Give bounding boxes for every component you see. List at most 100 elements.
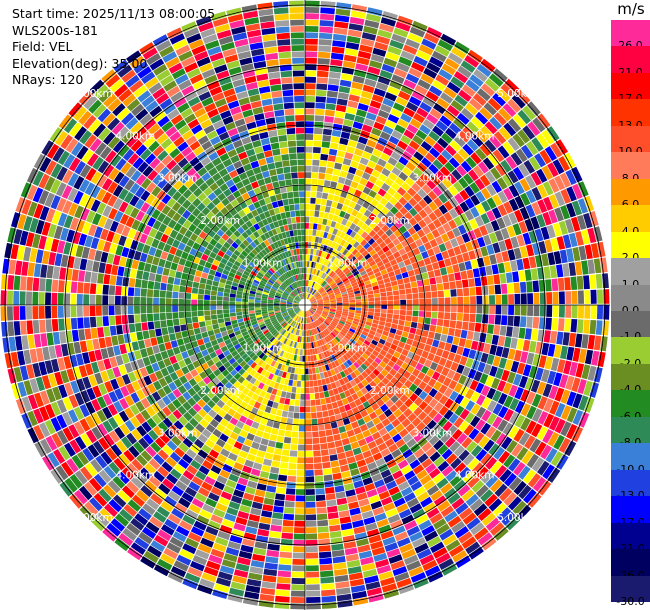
range-bin [415,129,428,140]
range-bin [529,438,542,453]
range-bin [140,556,156,569]
range-bin [566,423,578,440]
range-bin [177,102,190,114]
range-bin [316,270,321,276]
range-bin [281,83,293,91]
range-bin [156,69,171,82]
range-bin [284,258,289,265]
range-bin [321,404,328,411]
range-bin [233,221,241,230]
range-bin [297,255,301,262]
range-bin [263,497,275,506]
range-bin [302,355,305,362]
range-bin [357,228,365,236]
range-bin [201,572,217,583]
range-bin [262,315,269,319]
range-bin [261,376,268,384]
range-bin [127,287,135,296]
range-bin [241,331,249,337]
range-bin [316,83,328,91]
range-bin [380,530,394,540]
range-bin [209,364,218,372]
range-bin [316,500,327,508]
range-bin [32,233,41,249]
range-bin [294,367,299,374]
range-bin [98,437,110,451]
range-bin [231,528,245,538]
range-bin [305,508,316,515]
range-bin [169,371,179,381]
range-bin [8,259,17,275]
range-bin [359,177,368,186]
range-bin [112,233,121,245]
range-bin [531,423,543,438]
range-bin [333,433,341,441]
range-bin [340,522,353,531]
range-bin [201,207,211,216]
range-bin [247,480,258,489]
range-bin [399,403,408,413]
range-bin [364,166,374,175]
range-bin [260,137,270,146]
range-bin [253,372,260,380]
range-bin [25,232,35,247]
range-bin [153,305,160,313]
range-bin [371,323,379,329]
range-bin [232,426,242,435]
range-bin [317,326,322,332]
range-bin [516,89,531,105]
range-bin [259,282,266,287]
range-bin [336,497,348,506]
range-bin [365,13,381,23]
range-bin [337,324,343,329]
range-bin [317,286,323,292]
range-bin [502,422,514,436]
range-bin [305,438,313,445]
range-bin [492,68,508,83]
range-bin [251,181,259,189]
range-bin [314,283,319,289]
range-bin [368,388,377,397]
range-bin [279,275,285,282]
range-bin [575,363,585,378]
range-bin [26,167,39,184]
range-bin [264,247,271,254]
range-bin [288,224,293,231]
range-bin [305,489,315,496]
range-bin [341,164,350,172]
range-bin [33,263,42,278]
range-bin [514,305,521,316]
range-bin [425,305,432,312]
range-bin [212,246,220,255]
range-bin [450,312,457,321]
range-bin [266,271,272,277]
range-bin [242,239,250,247]
range-bin [603,305,610,320]
range-bin [439,395,449,405]
range-bin [248,305,255,308]
range-bin [403,554,419,566]
range-bin [166,159,177,171]
range-bin [313,341,317,348]
range-bin [275,325,282,331]
range-bin [369,372,377,380]
range-bin [318,250,323,257]
range-bin [85,401,96,415]
range-bin [237,51,252,60]
range-bin [102,527,118,542]
range-bin [527,473,541,488]
range-bin [381,206,390,215]
range-bin [391,130,403,140]
range-bin [467,458,480,471]
range-bin [314,313,320,318]
range-bin [185,151,197,162]
range-bin [293,546,305,553]
range-bin [164,341,173,350]
range-bin [393,351,401,359]
range-bin [295,335,299,342]
range-bin [298,444,305,451]
range-bin [380,17,396,27]
range-bin [292,255,296,262]
range-bin [331,549,345,558]
range-bin [352,75,365,84]
